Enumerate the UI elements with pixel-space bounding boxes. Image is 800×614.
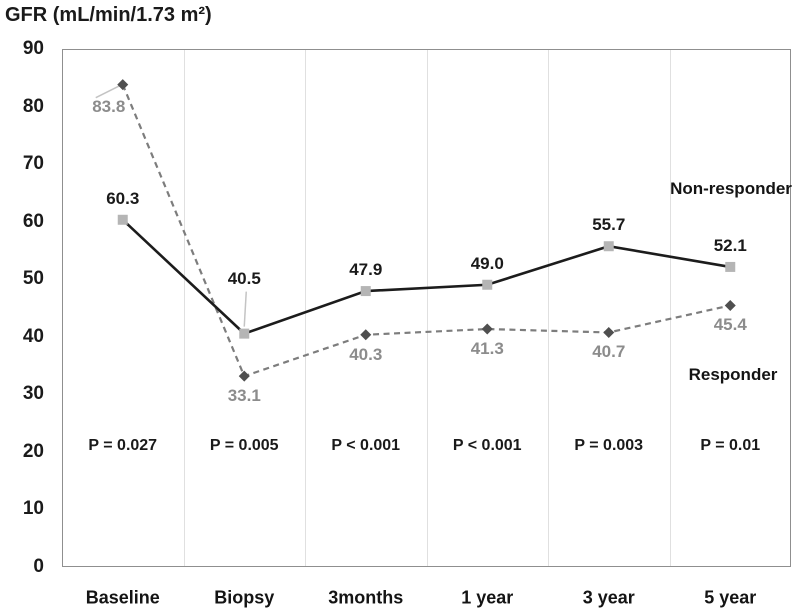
value-label-non-responder: 52.1 bbox=[713, 235, 747, 255]
vertical-gridline bbox=[183, 50, 185, 566]
x-axis-label: Baseline bbox=[85, 587, 160, 608]
y-tick-label: 50 bbox=[22, 268, 44, 289]
value-label-responder: 40.7 bbox=[592, 342, 626, 362]
value-label-non-responder: 55.7 bbox=[592, 215, 626, 235]
vertical-gridline bbox=[548, 50, 549, 566]
value-label-non-responder: 60.3 bbox=[106, 188, 140, 208]
y-tick-label: 60 bbox=[22, 210, 44, 232]
vertical-gridline bbox=[426, 50, 428, 566]
y-tick-label: 10 bbox=[22, 498, 44, 519]
x-axis-label: 3 year bbox=[582, 587, 635, 608]
value-label-responder: 45.4 bbox=[713, 315, 747, 335]
series-label-responder: Responder bbox=[688, 365, 778, 384]
x-axis-label: Biopsy bbox=[214, 587, 275, 608]
value-label-non-responder: 49.0 bbox=[470, 253, 504, 273]
p-value-label: P = 0.027 bbox=[88, 437, 158, 454]
series-label-non-responder: Non-responder bbox=[670, 179, 792, 198]
y-tick-label: 30 bbox=[22, 383, 44, 404]
x-axis-label: 5 year bbox=[704, 587, 757, 608]
x-axis-label: 3months bbox=[328, 587, 404, 608]
value-label-responder: 33.1 bbox=[227, 386, 261, 406]
chart-title: GFR (mL/min/1.73 m²) bbox=[5, 4, 212, 26]
p-value-label: P < 0.001 bbox=[452, 437, 522, 454]
vertical-gridline bbox=[305, 50, 306, 566]
y-tick-label: 0 bbox=[33, 555, 44, 577]
y-tick-label: 70 bbox=[22, 153, 44, 174]
p-value-label: P = 0.005 bbox=[209, 437, 279, 454]
value-label-responder: 41.3 bbox=[470, 339, 504, 359]
y-tick-label: 20 bbox=[22, 440, 44, 462]
y-tick-label: 40 bbox=[22, 325, 44, 347]
vertical-gridline bbox=[669, 50, 671, 566]
y-tick-label: 80 bbox=[22, 95, 44, 117]
value-label-non-responder: 40.5 bbox=[227, 268, 261, 288]
value-label-responder: 83.8 bbox=[92, 96, 126, 116]
value-label-responder: 40.3 bbox=[349, 344, 383, 364]
y-tick-label: 90 bbox=[22, 38, 44, 59]
p-value-label: P = 0.003 bbox=[574, 437, 644, 454]
p-value-label: P < 0.001 bbox=[331, 437, 401, 454]
x-axis-label: 1 year bbox=[461, 587, 514, 608]
value-label-non-responder: 47.9 bbox=[349, 260, 383, 280]
p-value-label: P = 0.01 bbox=[700, 437, 761, 454]
